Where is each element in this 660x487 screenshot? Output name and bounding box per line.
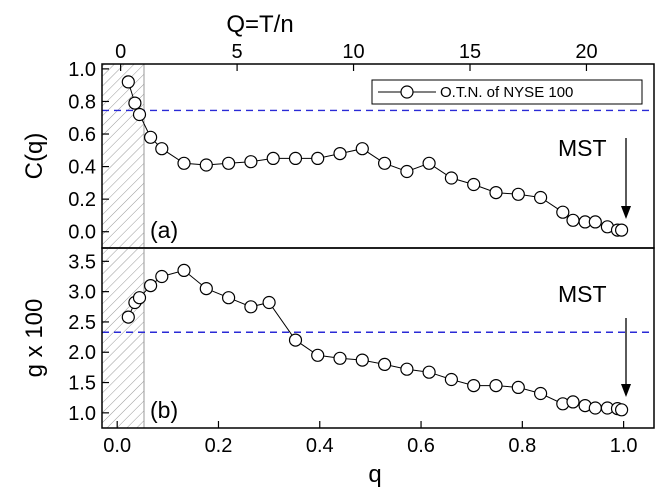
top-x-axis-title: Q=T/n — [226, 11, 293, 38]
panel-b: 1.0 1.5 2.0 2.5 3.0 3.5 0.0 0.2 0.4 0.6 0.8 1.0 g … — [21, 247, 655, 487]
data-point — [222, 291, 236, 305]
data-point — [262, 295, 276, 310]
data-point — [155, 269, 169, 284]
data-point — [400, 362, 414, 376]
mst-arrow-head-a — [621, 206, 631, 219]
y-axis-title-a: C(q) — [21, 133, 48, 180]
data-point — [588, 215, 602, 229]
y-tick-label: 0.8 — [68, 91, 96, 113]
data-point — [489, 186, 503, 200]
x-tick-label: 0.8 — [508, 435, 536, 457]
top-x-tick-label: 0 — [115, 41, 126, 63]
data-point — [132, 291, 147, 305]
data-point — [333, 147, 347, 161]
data-point — [467, 379, 481, 393]
data-point — [533, 386, 548, 401]
data-point — [199, 158, 213, 172]
y-tick-label: 1.0 — [68, 59, 96, 81]
data-point — [244, 300, 258, 314]
x-tick-label: 0.4 — [306, 435, 334, 457]
legend: O.T.N. of NYSE 100 — [371, 79, 643, 105]
data-point — [333, 351, 347, 365]
data-point — [244, 155, 258, 169]
x-tick-label: 1.0 — [610, 435, 638, 457]
data-point — [489, 379, 503, 393]
x-axis-title: q — [368, 461, 381, 487]
data-point — [422, 156, 436, 170]
data-point — [400, 164, 414, 179]
data-point — [155, 142, 169, 156]
panel-a: 0.0 0.2 0.4 0.6 0.8 1.0 0 5 10 15 20 Q=T/n C(q) (… — [21, 11, 655, 249]
data-point — [121, 75, 135, 89]
data-point — [355, 353, 369, 367]
data-point — [444, 171, 458, 185]
data-point — [177, 156, 191, 170]
data-point — [467, 177, 481, 192]
data-point — [556, 205, 570, 219]
data-point — [144, 130, 158, 144]
data-point — [311, 151, 325, 165]
data-point — [288, 151, 303, 165]
data-point — [511, 380, 525, 394]
y-tick-label: 2.0 — [68, 342, 96, 364]
top-x-tick-label: 10 — [342, 41, 364, 63]
data-point — [222, 156, 236, 170]
data-point — [132, 107, 147, 122]
y-tick-label: 1.5 — [68, 373, 96, 395]
y-tick-label: 3.0 — [68, 282, 96, 304]
data-point — [566, 395, 580, 409]
data-point — [355, 142, 369, 156]
data-point — [199, 282, 213, 296]
shaded-region — [101, 63, 145, 249]
shaded-region — [101, 247, 145, 429]
y-tick-label: 0.6 — [68, 124, 96, 146]
x-tick-label: 0.2 — [205, 435, 233, 457]
data-point — [533, 190, 548, 205]
data-point — [422, 365, 436, 379]
data-point — [614, 403, 629, 417]
mst-arrow-head-b — [621, 384, 631, 397]
data-point — [128, 96, 142, 110]
data-point — [266, 151, 280, 165]
y-axis-title-b: g x 100 — [21, 299, 48, 378]
data-point — [566, 213, 580, 227]
data-point — [511, 187, 525, 201]
data-point — [378, 156, 392, 170]
top-x-tick-label: 5 — [232, 41, 243, 63]
x-tick-label: 0.0 — [103, 435, 131, 457]
top-x-tick-label: 15 — [459, 41, 481, 63]
data-point — [121, 310, 135, 324]
data-point — [614, 223, 629, 237]
y-tick-label: 0.0 — [68, 222, 96, 244]
y-tick-label: 2.5 — [68, 312, 96, 334]
data-point — [288, 333, 303, 347]
x-tick-label: 0.6 — [407, 435, 435, 457]
panel-label-a: (a) — [150, 217, 178, 243]
mst-annotation-a: MST — [558, 135, 607, 161]
mst-annotation-b: MST — [558, 281, 607, 307]
data-point — [144, 279, 158, 293]
y-tick-label: 3.5 — [68, 251, 96, 273]
plot-frame — [101, 247, 655, 429]
legend-entry: O.T.N. of NYSE 100 — [440, 84, 573, 101]
data-point — [311, 348, 325, 362]
data-point — [588, 401, 602, 415]
data-point — [378, 357, 392, 371]
panel-label-b: (b) — [150, 397, 178, 423]
legend-marker — [400, 85, 414, 99]
y-tick-label: 1.0 — [68, 403, 96, 425]
y-tick-label: 0.4 — [68, 157, 96, 179]
data-point — [444, 372, 458, 387]
top-x-tick-label: 20 — [575, 41, 597, 63]
data-point — [177, 263, 191, 277]
y-tick-label: 0.2 — [68, 189, 96, 211]
